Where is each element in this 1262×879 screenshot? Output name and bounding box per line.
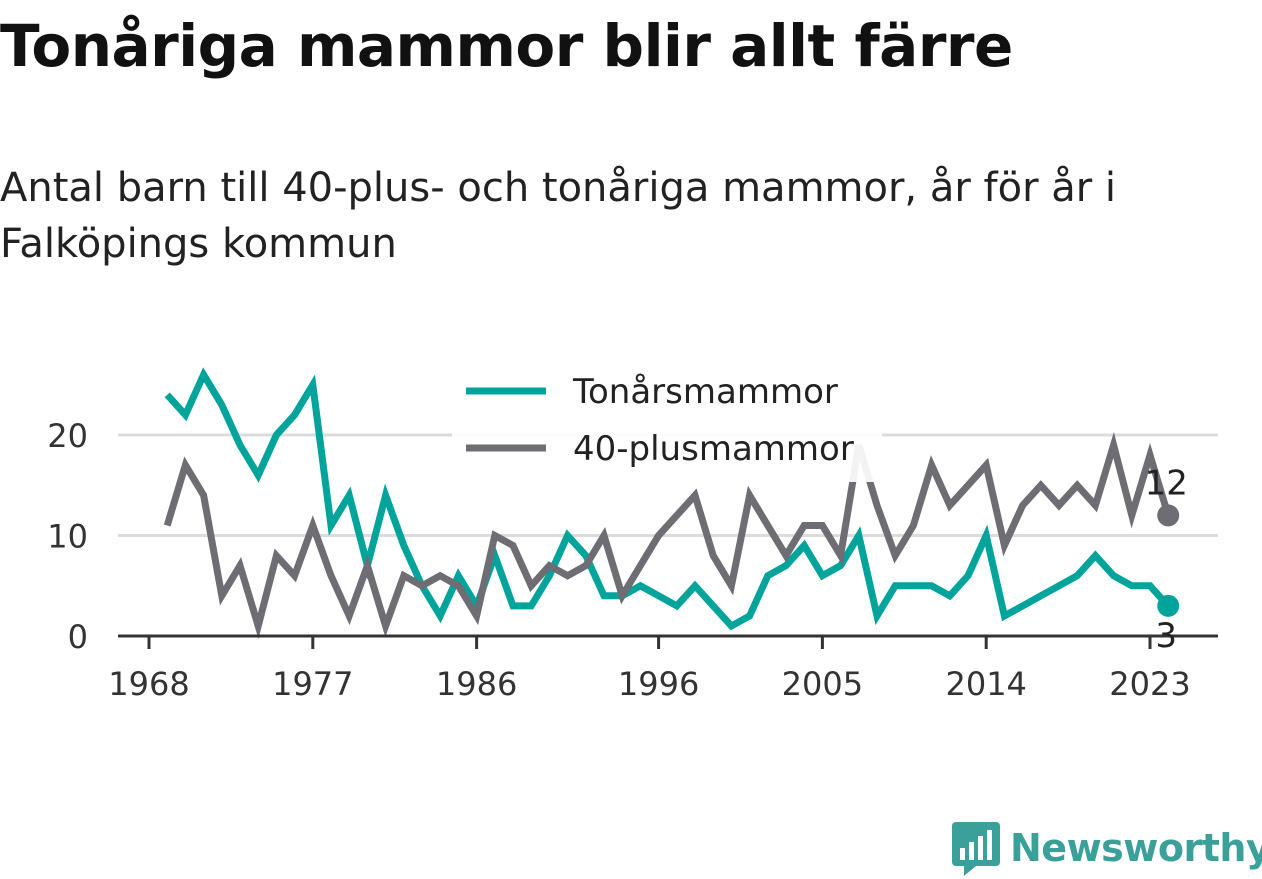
series-line-1 xyxy=(163,432,1172,639)
x-tick-label-2023: 2023 xyxy=(1109,665,1190,703)
x-tick-label-1986: 1986 xyxy=(436,665,517,703)
x-tick-label-1977: 1977 xyxy=(272,665,353,703)
legend-label-1: 40-plusmammor xyxy=(573,429,854,469)
x-tick-label-2005: 2005 xyxy=(782,665,863,703)
end-marker-0 xyxy=(1157,594,1180,617)
brand-name: Newsworthy xyxy=(1010,826,1262,870)
legend-label-0: Tonårsmammor xyxy=(572,372,838,412)
end-marker-1 xyxy=(1157,504,1180,527)
y-tick-label-20: 20 xyxy=(47,417,88,455)
series-lines xyxy=(163,367,1172,639)
legend: Tonårsmammor 40-plusmammor xyxy=(452,360,882,482)
x-tick-label-1968: 1968 xyxy=(108,665,189,703)
y-tick-label-0: 0 xyxy=(68,618,88,656)
x-tick-label-2014: 2014 xyxy=(945,665,1026,703)
newsworthy-logo: Newsworthy xyxy=(950,818,1262,878)
series-line-0 xyxy=(164,367,1171,631)
x-axis: 1968 1977 1986 1996 2005 2014 2023 xyxy=(108,634,1218,703)
end-labels: 3 12 xyxy=(1145,463,1188,655)
y-tick-label-10: 10 xyxy=(47,518,88,556)
legend-background xyxy=(452,360,882,482)
chart-title: Tonåriga mammor blir allt färre xyxy=(0,12,1013,80)
newsworthy-chart-icon xyxy=(952,822,1000,876)
chart-subtitle: Antal barn till 40-plus- och tonåriga ma… xyxy=(0,165,1117,267)
gridlines: 0 10 20 xyxy=(47,417,1218,656)
end-label-1: 12 xyxy=(1145,463,1188,503)
end-label-0: 3 xyxy=(1155,616,1177,656)
x-tick-label-1996: 1996 xyxy=(618,665,699,703)
